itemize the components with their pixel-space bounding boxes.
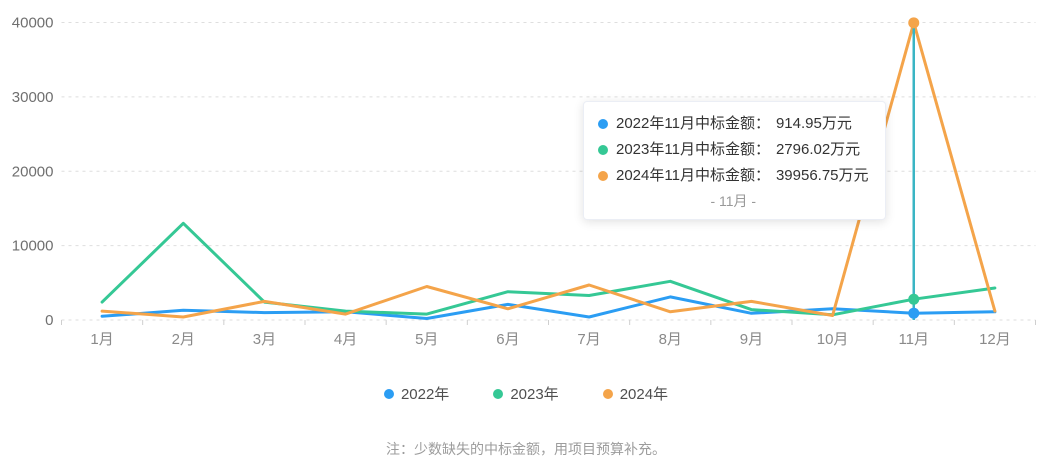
x-axis-label: 6月 bbox=[496, 331, 519, 348]
y-axis-label: 20000 bbox=[12, 163, 54, 180]
tooltip-month-footer: - 11月 - bbox=[710, 193, 757, 209]
legend-dot-icon bbox=[493, 388, 504, 399]
x-axis-label: 8月 bbox=[659, 331, 682, 348]
highlight-dot-2022年[interactable] bbox=[908, 307, 920, 319]
x-axis-label: 9月 bbox=[740, 331, 763, 348]
tooltip-row: 2024年11月中标金额： 39956.75万元 bbox=[598, 163, 869, 189]
highlight-dot-2023年[interactable] bbox=[908, 293, 920, 305]
series-dot-icon bbox=[598, 171, 608, 181]
tooltip-row: 2022年11月中标金额： 914.95万元 bbox=[598, 111, 869, 137]
y-axis-label: 40000 bbox=[12, 15, 54, 32]
legend-dot-icon bbox=[383, 388, 394, 399]
tooltip-series-value: 2796.02万元 bbox=[775, 141, 861, 158]
x-axis-label: 2月 bbox=[172, 331, 195, 348]
y-axis-label: 10000 bbox=[12, 238, 54, 255]
tooltip-series-label: 2024年11月中标金额： bbox=[616, 167, 770, 184]
legend-item-2022[interactable]: 2022年 bbox=[383, 383, 450, 404]
chart-legend: 2022年 2023年 2024年 bbox=[0, 383, 1052, 404]
series-dot-icon bbox=[598, 145, 608, 155]
x-axis-label: 12月 bbox=[979, 331, 1011, 348]
series-line-2024年[interactable] bbox=[100, 21, 997, 319]
series-line-2022年[interactable] bbox=[100, 295, 997, 320]
series-line-2023年[interactable] bbox=[100, 221, 997, 317]
chart-footnote: 注：少数缺失的中标金额，用项目预算补充。 bbox=[386, 441, 666, 457]
tooltip-series-label: 2023年11月中标金额： bbox=[616, 141, 770, 158]
x-axis-label: 7月 bbox=[577, 331, 600, 348]
tooltip-row: 2023年11月中标金额： 2796.02万元 bbox=[598, 137, 869, 163]
x-axis-label: 5月 bbox=[415, 331, 438, 348]
y-axis-label: 30000 bbox=[12, 89, 54, 106]
highlight-dot-2024年[interactable] bbox=[908, 17, 920, 29]
legend-label: 2022年 bbox=[400, 386, 450, 403]
tooltip-series-value: 914.95万元 bbox=[775, 115, 852, 132]
chart-canvas[interactable]: 0 10000 20000 30000 40000 1月 2月 3月 4月 5月 6月 7月 8月 9月 1… bbox=[0, 0, 1052, 370]
legend-item-2023[interactable]: 2023年 bbox=[493, 383, 559, 404]
x-axis-label: 4月 bbox=[334, 331, 357, 348]
y-axis-label: 0 bbox=[45, 312, 53, 329]
legend-label: 2024年 bbox=[619, 386, 669, 403]
x-axis-label: 10月 bbox=[817, 331, 849, 348]
legend-dot-icon bbox=[602, 388, 613, 399]
x-axis-label: 1月 bbox=[90, 331, 113, 348]
x-axis-label: 11月 bbox=[898, 331, 929, 348]
x-axis-label: 3月 bbox=[253, 331, 276, 348]
tooltip-series-value: 39956.75万元 bbox=[775, 167, 869, 184]
chart-tooltip: 2022年11月中标金额： 914.95万元 2023年11月中标金额： 279… bbox=[583, 101, 886, 220]
legend-item-2024[interactable]: 2024年 bbox=[602, 383, 669, 404]
series-dot-icon bbox=[598, 119, 608, 129]
tooltip-series-label: 2022年11月中标金额： bbox=[616, 115, 770, 132]
legend-label: 2023年 bbox=[510, 386, 559, 403]
